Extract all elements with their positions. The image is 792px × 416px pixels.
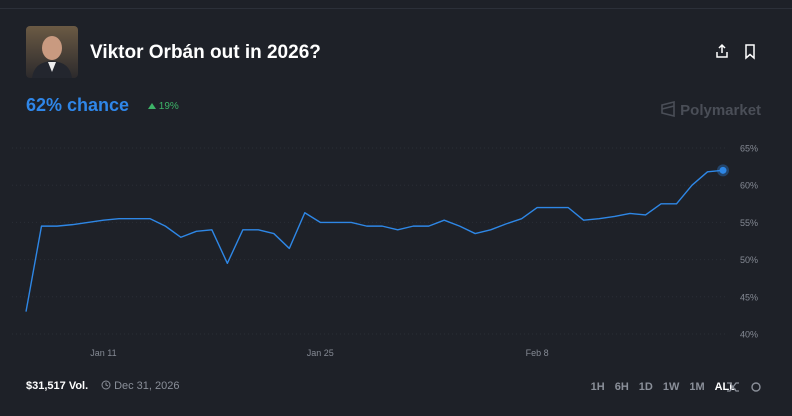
timeframe-button[interactable]: 6H: [614, 381, 629, 393]
brand: Polymarket: [680, 102, 762, 119]
watermark: Polymarket: [660, 100, 762, 119]
end-date-text: Dec 31, 2026: [114, 380, 180, 392]
y-tick-label: 60%: [740, 181, 758, 191]
volume: $31,517 Vol.: [26, 380, 89, 392]
bookmark-icon[interactable]: [745, 44, 755, 60]
y-tick-label: 40%: [740, 330, 758, 340]
chance: 62% chance: [26, 95, 130, 115]
divider: [0, 8, 792, 9]
timeframe-button[interactable]: 1W: [662, 381, 680, 393]
chart: 40% 45% 50% 55% 60% 65% Jan 11 Jan 25 Feb 8: [12, 144, 758, 358]
change-value: 19%: [158, 101, 179, 112]
end-date: Dec 31, 2026: [101, 380, 180, 392]
settings-icon[interactable]: [751, 382, 761, 392]
x-tick-label: Feb 8: [526, 348, 549, 358]
y-tick-label: 55%: [740, 218, 758, 228]
up-arrow: [148, 103, 156, 109]
timeframe-button[interactable]: 1M: [689, 381, 705, 393]
chart-controls: [727, 382, 761, 392]
x-tick-label: Jan 25: [307, 348, 334, 358]
change: 19%: [148, 101, 179, 112]
y-tick-label: 45%: [740, 292, 758, 302]
actions: [716, 43, 755, 60]
logo: [661, 100, 675, 118]
y-tick-label: 50%: [740, 255, 758, 265]
market-title: Viktor Orbán out in 2026?: [90, 42, 321, 63]
timeframe-button[interactable]: 1D: [638, 381, 653, 393]
share-icon[interactable]: [716, 43, 728, 58]
avatar: [26, 26, 78, 78]
clock-icon: [101, 380, 111, 390]
y-tick-label: 65%: [740, 144, 758, 154]
x-tick-label: Jan 11: [90, 348, 116, 358]
shuffle-icon[interactable]: [727, 382, 739, 392]
timeframes: 1H 6H 1D 1W 1M ALL: [581, 381, 736, 393]
last-point: [719, 166, 727, 174]
price-line: [25, 169, 724, 312]
timeframe-button[interactable]: 1H: [590, 381, 605, 393]
